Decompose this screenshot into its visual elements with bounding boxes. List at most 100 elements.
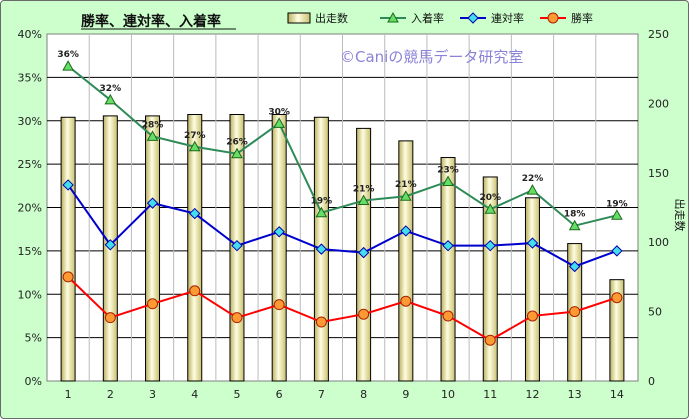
- left-tick-label: 20%: [18, 202, 42, 215]
- bar-11: [482, 176, 498, 382]
- point-連対率-10: [442, 239, 454, 252]
- point-連対率-6: [273, 226, 285, 238]
- point-連対率-3: [146, 197, 159, 209]
- point-勝率-2: [104, 312, 116, 324]
- point-入着率-7: [315, 206, 328, 218]
- legend-marker-入着率: [387, 11, 399, 23]
- data-label-入着率: 20%: [479, 193, 501, 203]
- bar-3: [145, 115, 161, 382]
- data-label-入着率: 36%: [57, 50, 79, 60]
- data-label-入着率: 32%: [100, 84, 122, 94]
- x-tick-label: 4: [191, 388, 198, 401]
- point-勝率-7: [315, 316, 327, 328]
- data-label-入着率: 19%: [606, 199, 628, 209]
- data-label-入着率: 22%: [522, 174, 544, 184]
- x-tick-label: 1: [65, 388, 72, 401]
- legend-label-連対率: 連対率: [491, 11, 524, 25]
- point-入着率-6: [273, 117, 286, 128]
- bar-1: [60, 116, 76, 382]
- right-axis-label: 出走数: [673, 199, 687, 232]
- point-連対率-4: [189, 207, 201, 220]
- point-連対率-2: [104, 239, 117, 251]
- point-勝率-12: [526, 310, 538, 322]
- point-連対率-13: [568, 260, 581, 273]
- x-tick-label: 11: [483, 388, 497, 401]
- right-tick-label: 50: [648, 306, 662, 319]
- point-連対率-11: [484, 239, 496, 252]
- data-label-入着率: 19%: [311, 197, 333, 207]
- point-連対率-14: [611, 245, 623, 257]
- data-label-入着率: 18%: [564, 210, 586, 220]
- point-入着率-3: [146, 130, 159, 141]
- point-勝率-14: [611, 292, 623, 304]
- point-入着率-13: [568, 219, 581, 231]
- x-tick-label: 14: [610, 388, 624, 401]
- left-tick-label: 35%: [18, 71, 42, 84]
- legend-marker-連対率: [467, 12, 479, 24]
- x-tick-label: 8: [360, 388, 367, 401]
- right-tick-label: 250: [648, 28, 669, 41]
- bar-12: [524, 197, 540, 382]
- left-tick-label: 5%: [25, 332, 42, 345]
- point-入着率-8: [357, 194, 370, 206]
- legend-label-入着率: 入着率: [411, 11, 444, 25]
- point-入着率-14: [611, 209, 623, 220]
- point-勝率-5: [231, 312, 243, 324]
- point-入着率-1: [62, 60, 74, 71]
- x-tick-label: 5: [233, 388, 240, 401]
- point-勝率-10: [442, 310, 454, 322]
- series-line-勝率: [67, 276, 618, 342]
- x-tick-label: 12: [525, 388, 539, 401]
- data-label-入着率: 27%: [184, 131, 206, 141]
- x-tick-label: 7: [318, 388, 325, 401]
- legend-label-勝率: 勝率: [571, 11, 593, 25]
- watermark: ©Caniの競馬データ研究室: [340, 48, 523, 66]
- point-連対率-12: [526, 237, 539, 249]
- point-入着率-5: [231, 147, 243, 159]
- point-勝率-4: [189, 285, 201, 297]
- point-入着率-11: [484, 203, 497, 214]
- point-連対率-5: [231, 239, 243, 252]
- point-勝率-13: [569, 306, 581, 318]
- left-tick-label: 25%: [18, 158, 42, 171]
- x-tick-label: 13: [568, 388, 582, 401]
- point-入着率-2: [104, 93, 117, 105]
- point-連対率-7: [315, 243, 328, 255]
- x-tick-label: 6: [276, 388, 283, 401]
- point-勝率-9: [400, 295, 412, 307]
- point-入着率-9: [399, 190, 412, 201]
- series-line-入着率: [67, 65, 618, 227]
- bar-14: [609, 279, 625, 382]
- x-tick-label: 2: [107, 388, 114, 401]
- series-line-連対率: [67, 184, 618, 268]
- data-label-入着率: 26%: [226, 138, 248, 148]
- left-tick-label: 15%: [18, 245, 42, 258]
- point-連対率-8: [357, 246, 370, 259]
- right-tick-label: 200: [648, 97, 669, 110]
- x-tick-label: 9: [402, 388, 409, 401]
- point-入着率-10: [442, 175, 454, 186]
- point-勝率-6: [273, 299, 285, 311]
- point-勝率-1: [62, 271, 74, 283]
- point-入着率-4: [188, 140, 201, 152]
- legend-label-bar: 出走数: [315, 11, 348, 25]
- legend-swatch-bar: [287, 12, 311, 24]
- point-勝率-3: [147, 298, 159, 310]
- legend-marker-勝率: [547, 12, 559, 24]
- data-label-入着率: 30%: [268, 107, 290, 117]
- point-入着率-12: [526, 184, 539, 195]
- left-tick-label: 30%: [18, 115, 42, 128]
- right-tick-label: 150: [648, 167, 669, 180]
- point-連対率-1: [62, 179, 74, 191]
- bar-6: [271, 114, 287, 382]
- data-label-入着率: 21%: [353, 185, 375, 195]
- data-label-入着率: 23%: [437, 165, 459, 175]
- right-tick-label: 100: [648, 236, 669, 249]
- x-tick-label: 10: [441, 388, 455, 401]
- bar-9: [398, 140, 414, 382]
- left-tick-label: 40%: [18, 28, 42, 41]
- left-tick-label: 10%: [18, 288, 42, 301]
- point-勝率-8: [358, 308, 370, 320]
- left-tick-label: 0%: [25, 375, 42, 388]
